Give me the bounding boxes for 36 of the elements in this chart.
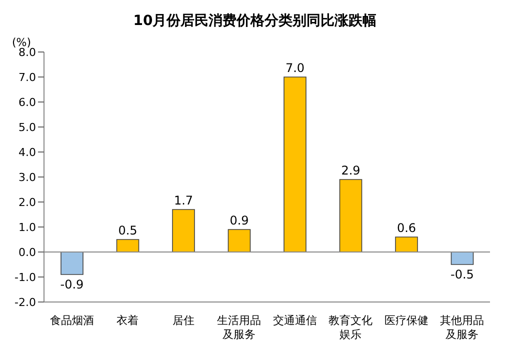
data-label: 0.6 xyxy=(396,221,416,235)
data-label: 7.0 xyxy=(285,61,305,75)
data-label: 2.9 xyxy=(341,164,360,178)
bar xyxy=(450,252,474,265)
chart-title: 10月份居民消费价格分类别同比涨跌幅 xyxy=(132,12,378,31)
x-tick-label: 其他用品及服务 xyxy=(440,314,484,341)
y-tick-label: 2.0 xyxy=(18,196,36,209)
data-label: -0.9 xyxy=(60,278,84,292)
x-tick-label: 生活用品及服务 xyxy=(217,314,262,341)
bar xyxy=(339,179,362,252)
y-tick-label: 4.0 xyxy=(18,146,36,159)
bar xyxy=(228,229,251,252)
data-label: 0.5 xyxy=(118,224,138,238)
x-tick-label: 居住 xyxy=(172,314,194,327)
x-tick-label: 教育文化娱乐 xyxy=(328,314,373,341)
data-label: 1.7 xyxy=(174,194,194,208)
x-tick-label: 食品烟酒 xyxy=(50,314,94,327)
x-tick-label: 衣着 xyxy=(116,314,139,327)
bar xyxy=(172,209,195,252)
bar xyxy=(60,252,84,275)
y-tick-label: -1.0 xyxy=(14,270,36,284)
bar xyxy=(116,239,140,252)
y-tick-label: 1.0 xyxy=(18,220,36,234)
y-tick-label: 7.0 xyxy=(18,70,36,84)
y-tick-label: 0.0 xyxy=(18,246,36,259)
x-tick-label: 交通通信 xyxy=(272,314,317,327)
y-tick-label: -2.0 xyxy=(14,296,36,309)
x-tick-label: 医疗保健 xyxy=(384,314,428,327)
y-axis-title: (%) xyxy=(12,36,32,49)
data-label: 0.9 xyxy=(230,214,249,228)
bar xyxy=(284,76,306,252)
y-tick-label: 6.0 xyxy=(18,96,36,109)
bar xyxy=(395,236,418,252)
y-tick-label: 3.0 xyxy=(18,170,36,184)
y-tick-label: 5.0 xyxy=(18,120,36,134)
data-label: -0.5 xyxy=(450,268,474,282)
